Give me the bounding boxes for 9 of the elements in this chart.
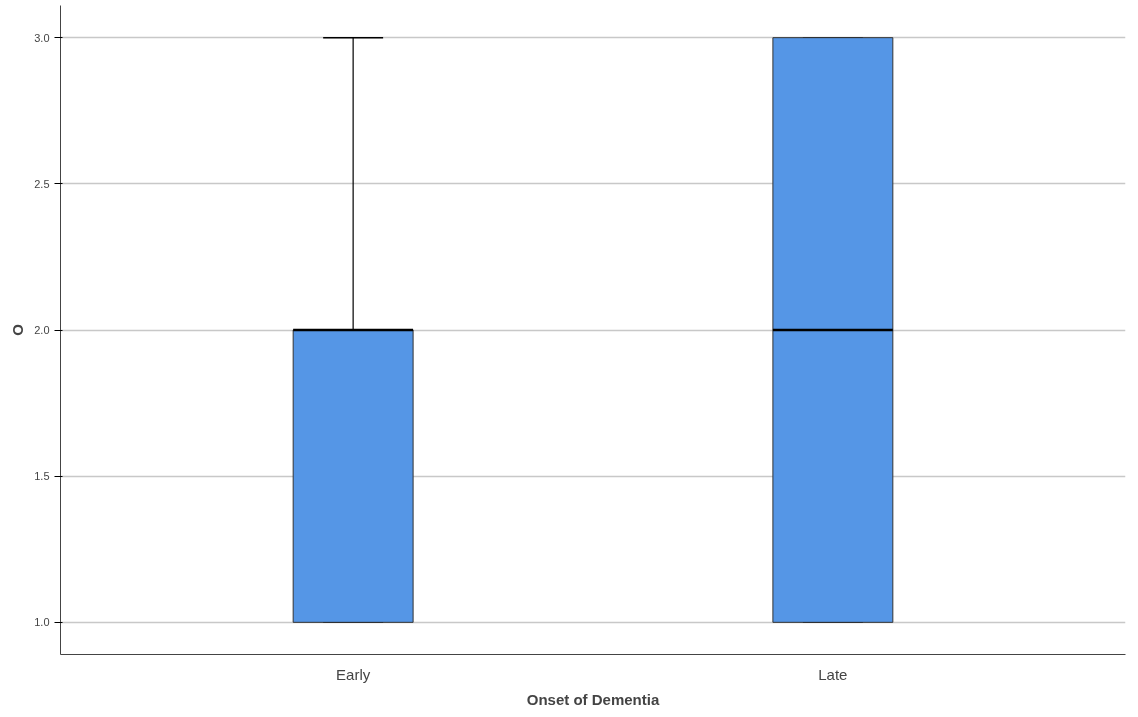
x-tick-label: Late bbox=[818, 665, 848, 683]
x-tick-label: Early bbox=[336, 665, 371, 683]
y-tick-label: 1.0 bbox=[34, 616, 50, 629]
y-axis-title: O bbox=[9, 323, 27, 336]
y-tick-label: 1.5 bbox=[34, 470, 50, 483]
y-tick-label: 3.0 bbox=[34, 31, 50, 44]
y-tick-label: 2.5 bbox=[34, 177, 50, 190]
x-axis-title: Onset of Dementia bbox=[526, 690, 660, 708]
y-tick-label: 2.0 bbox=[34, 324, 50, 336]
